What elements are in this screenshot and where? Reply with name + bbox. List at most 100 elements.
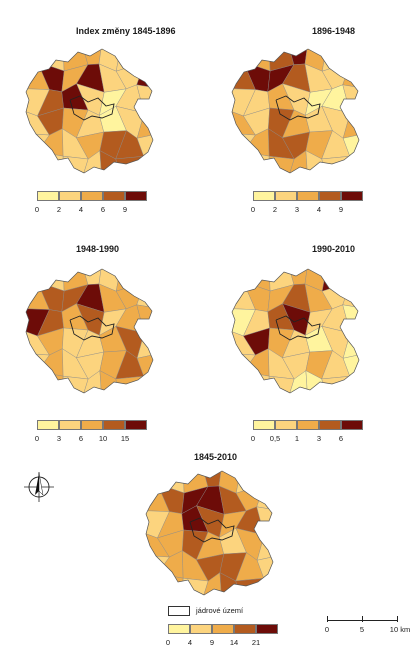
legend-swatch bbox=[212, 624, 234, 634]
legend-swatch bbox=[319, 191, 341, 201]
municipality-region bbox=[115, 156, 145, 173]
municipality-region bbox=[146, 471, 164, 489]
scale-label: 5 bbox=[359, 625, 365, 634]
municipality-region bbox=[232, 353, 256, 376]
legend-swatch bbox=[297, 191, 319, 201]
municipality-region bbox=[146, 555, 170, 578]
legend-label: 9 bbox=[209, 638, 215, 647]
legend-swatch bbox=[341, 191, 363, 201]
territory-outline bbox=[145, 470, 274, 596]
legend-swatch bbox=[256, 624, 278, 634]
legend-label: 0 bbox=[250, 434, 256, 443]
municipality-region bbox=[232, 269, 250, 287]
scale-tick bbox=[327, 616, 328, 622]
core-territory-label: jádrové území bbox=[196, 606, 244, 615]
municipality-region bbox=[232, 49, 250, 67]
choropleth-map bbox=[231, 268, 360, 394]
municipality-region bbox=[342, 61, 359, 89]
panel-title: 1845-2010 bbox=[194, 452, 238, 462]
municipality-region bbox=[37, 151, 64, 173]
municipality-region bbox=[140, 269, 153, 287]
territory-outline bbox=[231, 48, 360, 174]
legend-label: 0 bbox=[34, 205, 40, 214]
legend-label: 21 bbox=[251, 638, 261, 647]
municipality-region bbox=[136, 61, 153, 89]
municipality-region bbox=[62, 375, 89, 393]
legend-label: 6 bbox=[100, 205, 106, 214]
municipality-region bbox=[26, 371, 44, 393]
municipality-region bbox=[321, 156, 351, 173]
municipality-region bbox=[146, 573, 164, 595]
legend-label: 9 bbox=[122, 205, 128, 214]
legend-swatch bbox=[37, 191, 59, 201]
municipality-region bbox=[37, 371, 64, 393]
legend-label: 14 bbox=[229, 638, 239, 647]
core-territory-outline bbox=[189, 517, 235, 543]
scale-label: 10 km bbox=[389, 625, 410, 634]
legend-label: 15 bbox=[120, 434, 130, 443]
municipality-region bbox=[115, 49, 145, 72]
municipality-region bbox=[115, 269, 145, 292]
municipality-region bbox=[62, 155, 89, 173]
municipality-region bbox=[346, 375, 359, 393]
municipality-region bbox=[321, 376, 351, 393]
municipality-region bbox=[232, 151, 250, 173]
choropleth-map bbox=[145, 470, 274, 596]
municipality-region bbox=[260, 577, 273, 595]
choropleth-map bbox=[25, 48, 154, 174]
legend-swatch bbox=[253, 191, 275, 201]
municipality-region bbox=[235, 578, 265, 595]
municipality-region bbox=[256, 483, 273, 511]
legend-label: 2 bbox=[272, 205, 278, 214]
legend-swatch bbox=[253, 420, 275, 430]
core-territory-swatch bbox=[168, 606, 190, 616]
legend-swatch bbox=[125, 420, 147, 430]
panel-title: Index změny 1845-1896 bbox=[76, 26, 176, 36]
panel-title: 1948-1990 bbox=[76, 244, 120, 254]
legend-swatch bbox=[103, 420, 125, 430]
legend-swatch bbox=[341, 420, 363, 430]
legend-swatch bbox=[275, 191, 297, 201]
legend-label: 6 bbox=[338, 434, 344, 443]
municipality-region bbox=[268, 375, 295, 393]
municipality-region bbox=[342, 281, 359, 309]
scale-tick bbox=[362, 616, 363, 622]
municipality-region bbox=[26, 353, 50, 376]
legend-swatch bbox=[81, 420, 103, 430]
legend-swatch bbox=[319, 420, 341, 430]
municipality-region bbox=[182, 577, 209, 595]
territory-outline bbox=[25, 48, 154, 174]
scale-bar: 0 5 10 km bbox=[322, 616, 410, 640]
legend-label: 3 bbox=[294, 205, 300, 214]
legend-swatch bbox=[81, 191, 103, 201]
municipality-region bbox=[140, 155, 153, 173]
core-territory-outline bbox=[275, 315, 321, 341]
panel-title: 1896-1948 bbox=[312, 26, 356, 36]
legend-swatch bbox=[37, 420, 59, 430]
legend-swatch bbox=[59, 191, 81, 201]
municipality-region bbox=[235, 471, 265, 494]
legend-label: 3 bbox=[56, 434, 62, 443]
municipality-region bbox=[346, 269, 359, 287]
territory-outline bbox=[231, 268, 360, 394]
scale-label: 0 bbox=[324, 625, 330, 634]
legend-label: 0 bbox=[250, 205, 256, 214]
legend-label: 9 bbox=[338, 205, 344, 214]
compass-rose-icon bbox=[24, 472, 54, 502]
scale-tick bbox=[397, 616, 398, 622]
municipality-region bbox=[26, 49, 44, 67]
municipality-region bbox=[260, 471, 273, 489]
legend-swatch bbox=[125, 191, 147, 201]
legend-label: 0 bbox=[34, 434, 40, 443]
legend-swatch bbox=[168, 624, 190, 634]
core-territory-outline bbox=[275, 95, 321, 121]
municipality-region bbox=[346, 155, 359, 173]
legend-label: 1 bbox=[294, 434, 300, 443]
legend-label: 6 bbox=[78, 434, 84, 443]
municipality-region bbox=[140, 375, 153, 393]
municipality-region bbox=[232, 371, 250, 393]
legend-label: 4 bbox=[316, 205, 322, 214]
territory-outline bbox=[25, 268, 154, 394]
legend-label: 0 bbox=[165, 638, 171, 647]
municipality-region bbox=[268, 155, 295, 173]
